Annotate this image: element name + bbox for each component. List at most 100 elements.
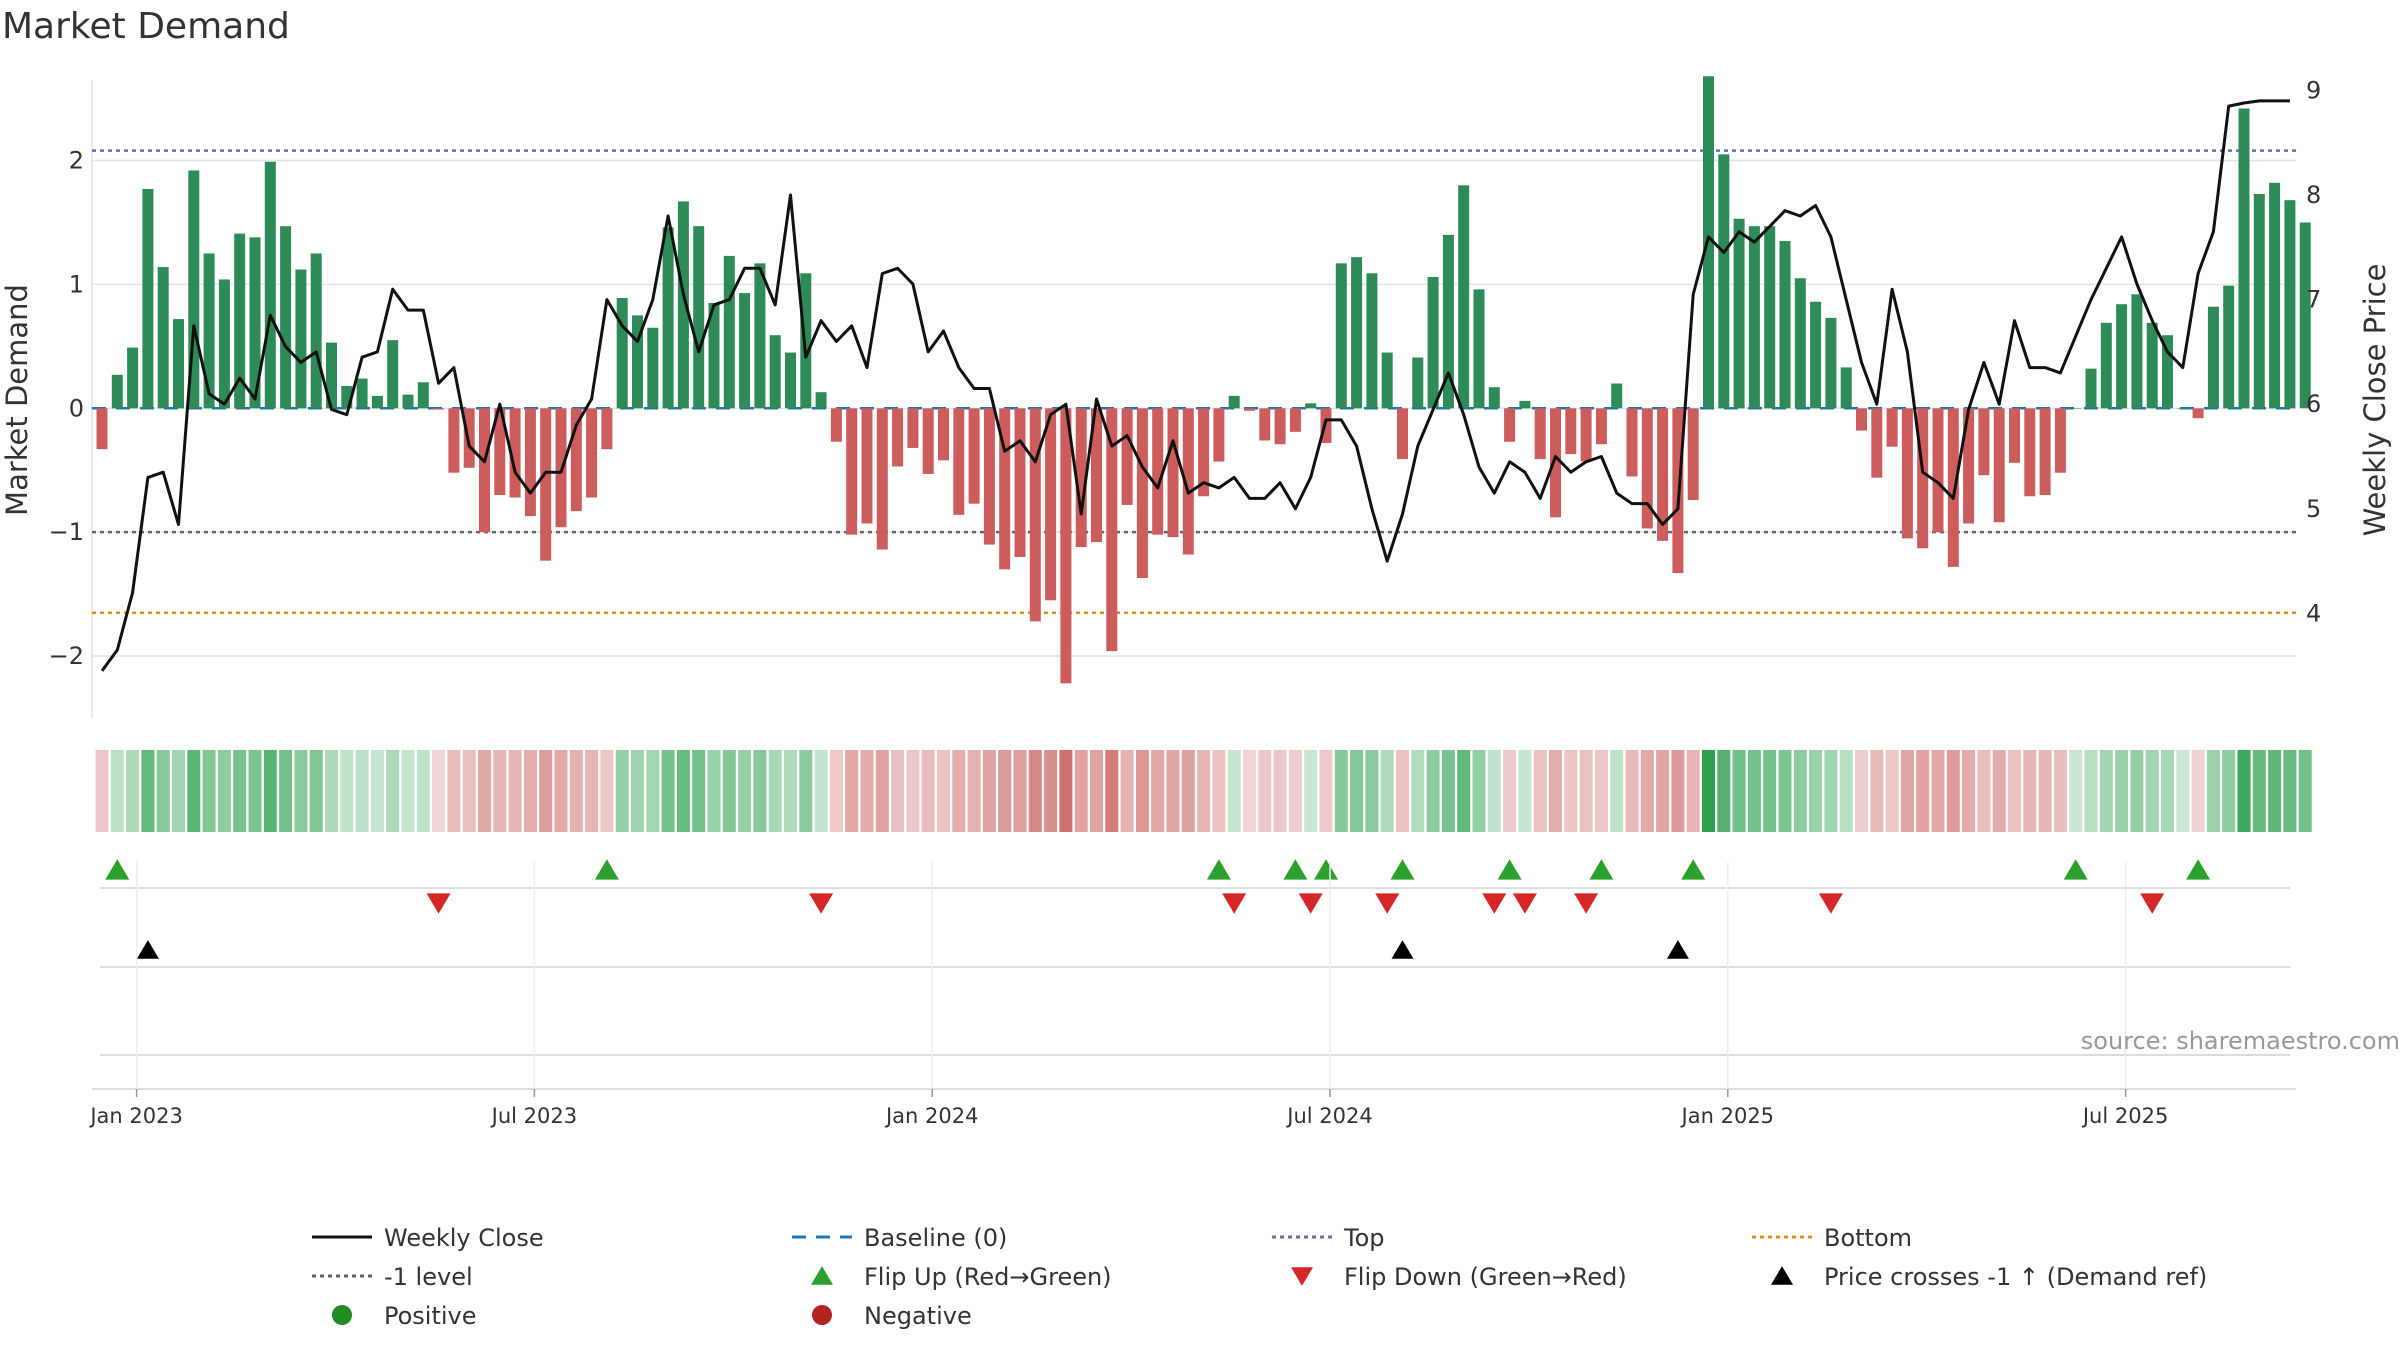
legend-item: Price crosses -1 ↑ (Demand ref) — [1771, 1263, 2207, 1291]
demand-bar — [1029, 408, 1041, 622]
heat-cell — [1304, 750, 1318, 832]
left-tick-label: −1 — [49, 518, 84, 546]
left-axis-label: Market Demand — [0, 284, 34, 516]
heat-cell — [2191, 750, 2205, 832]
demand-bar — [1718, 154, 1730, 409]
heat-cell — [1472, 750, 1486, 832]
heat-cell — [447, 750, 461, 832]
demand-bar — [2009, 408, 2020, 463]
heat-cell — [1243, 750, 1256, 832]
left-tick-label: −2 — [49, 642, 84, 670]
heat-cell — [523, 750, 537, 832]
heat-cell — [95, 750, 109, 832]
heat-cell — [1778, 750, 1792, 832]
demand-bar — [2192, 408, 2204, 419]
demand-bar — [1473, 289, 1485, 409]
heat-cell — [906, 750, 920, 832]
demand-bar — [326, 342, 337, 409]
heat-cell — [1044, 750, 1058, 832]
x-axis-ticks: Jan 2023 Jul 2023 Jan 2024 Jul 2024 Jan 2025… — [88, 862, 2168, 1128]
heat-cell — [1288, 750, 1302, 832]
heat-cell — [1365, 750, 1379, 832]
legend-label: Weekly Close — [384, 1224, 544, 1252]
right-tick-label: 5 — [2306, 495, 2321, 523]
flip-up-marker — [1283, 859, 1308, 880]
legend-label: Negative — [864, 1302, 972, 1330]
demand-bar — [677, 201, 689, 409]
demand-bar — [1121, 408, 1133, 505]
heat-cell — [401, 750, 415, 832]
heat-cell — [432, 750, 446, 832]
legend-swatch-triangle-up — [811, 1266, 833, 1285]
heat-cell — [1916, 750, 1930, 832]
heat-cell — [845, 750, 859, 832]
demand-bar — [524, 408, 536, 517]
heat-cell — [325, 750, 338, 832]
demand-bar — [479, 408, 490, 533]
heat-cell — [829, 750, 843, 832]
heat-cell — [1549, 750, 1562, 832]
flip-up-marker — [1390, 859, 1415, 880]
heat-cell — [248, 750, 262, 832]
heat-cell — [1625, 750, 1639, 832]
heat-cell — [2237, 750, 2251, 832]
left-axis-ticks: 2 1 0 −1 −2 — [49, 147, 84, 671]
heat-cell — [1564, 750, 1578, 832]
legend-label: Flip Down (Green→Red) — [1344, 1263, 1627, 1291]
demand-bar — [1106, 408, 1118, 652]
heat-cell — [1013, 750, 1027, 832]
flip-up-marker — [1206, 859, 1231, 880]
demand-bar — [356, 378, 368, 409]
x-tick-label: Jan 2025 — [1680, 1104, 1775, 1128]
heat-cell — [1533, 750, 1547, 832]
legend-item: Flip Up (Red→Green) — [811, 1263, 1112, 1291]
price-cross-marker — [1391, 940, 1414, 959]
demand-bar — [417, 382, 429, 409]
heat-cell — [2206, 750, 2220, 832]
heat-cell — [156, 750, 170, 832]
heat-cell — [1334, 750, 1348, 832]
demand-bar — [708, 302, 720, 409]
demand-bar — [402, 394, 414, 409]
legend-swatch-circle — [812, 1305, 832, 1325]
demand-bar — [1504, 408, 1516, 442]
demand-bar — [769, 335, 781, 409]
heat-cell — [1258, 750, 1272, 832]
heat-cell — [615, 750, 629, 832]
demand-bar — [341, 385, 353, 409]
heat-cell — [1518, 750, 1532, 832]
heat-cell — [1212, 750, 1226, 832]
legend-item: -1 level — [312, 1263, 473, 1291]
heat-cell — [646, 750, 660, 832]
demand-bar — [1779, 241, 1791, 409]
demand-bar — [1840, 367, 1852, 409]
demand-bar — [1381, 352, 1393, 409]
legend-label: Price crosses -1 ↑ (Demand ref) — [1824, 1263, 2207, 1291]
demand-bar — [1687, 408, 1699, 500]
legend-item: Top — [1272, 1224, 1385, 1252]
flip-up-marker — [1681, 859, 1706, 880]
heat-cell — [1487, 750, 1501, 832]
demand-bar — [2054, 408, 2066, 473]
demand-bar — [938, 408, 949, 461]
heat-cell — [631, 750, 644, 832]
demand-bar — [2070, 408, 2082, 409]
heat-cell — [1594, 750, 1608, 832]
heat-cell — [784, 750, 797, 832]
demand-bar — [922, 408, 934, 474]
demand-bar — [1244, 408, 1255, 411]
demand-bar — [662, 227, 674, 409]
heat-cell — [1090, 750, 1103, 832]
demand-bar — [2299, 222, 2311, 409]
heat-cell — [707, 750, 721, 832]
heat-cell — [1151, 750, 1165, 832]
demand-bar — [1412, 357, 1424, 409]
demand-bar — [387, 340, 399, 409]
demand-bar — [754, 263, 766, 409]
x-tick-label: Jul 2025 — [2081, 1104, 2168, 1128]
demand-bar — [1488, 387, 1500, 409]
flip-down-marker — [1298, 893, 1323, 914]
heat-cell — [1763, 750, 1777, 832]
heat-cell — [937, 750, 950, 832]
heat-cell — [982, 750, 996, 832]
